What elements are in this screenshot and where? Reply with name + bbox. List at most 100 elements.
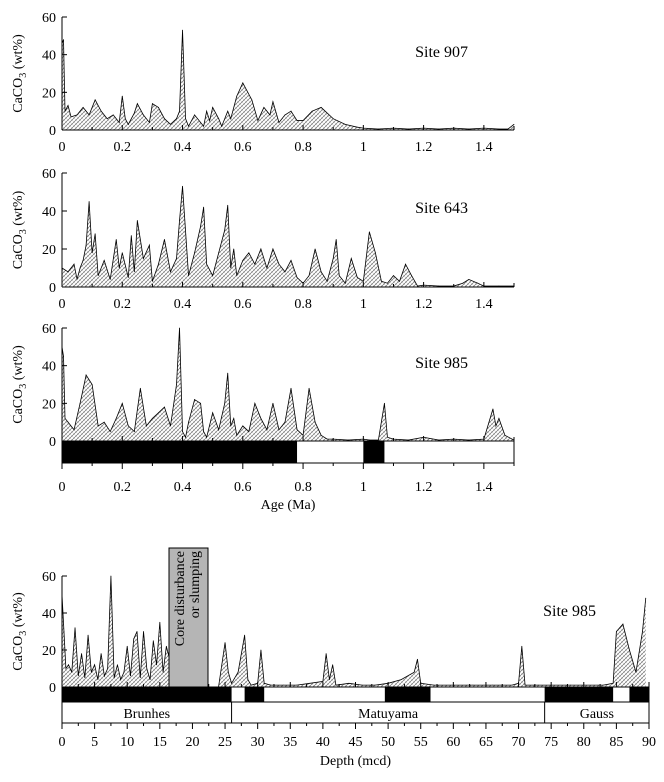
data-point bbox=[227, 204, 229, 206]
data-point bbox=[107, 668, 109, 669]
data-point bbox=[194, 252, 195, 254]
y-tick-label: 20 bbox=[42, 644, 56, 659]
data-point bbox=[76, 114, 78, 116]
data-point bbox=[158, 412, 159, 414]
data-point bbox=[411, 275, 412, 276]
data-point bbox=[236, 434, 238, 436]
data-point bbox=[200, 225, 202, 227]
data-point bbox=[260, 649, 262, 651]
data-point bbox=[106, 118, 108, 120]
data-point bbox=[344, 282, 346, 284]
data-point bbox=[642, 631, 643, 632]
y-tick-label: 20 bbox=[42, 397, 56, 412]
data-point bbox=[117, 664, 118, 666]
data-point bbox=[139, 387, 141, 389]
data-point bbox=[176, 384, 177, 385]
data-point bbox=[296, 429, 298, 431]
data-point bbox=[115, 239, 117, 240]
x-tick-label: 0.8 bbox=[294, 480, 312, 495]
data-point bbox=[393, 275, 394, 276]
data-point bbox=[146, 668, 148, 669]
data-point bbox=[400, 679, 402, 680]
data-point bbox=[348, 682, 350, 684]
data-point bbox=[230, 425, 232, 427]
data-point bbox=[381, 280, 382, 282]
x-tick-label: 35 bbox=[283, 735, 297, 750]
annotation-core-disturbance: Core disturbance or slumping bbox=[168, 547, 209, 688]
data-point bbox=[227, 671, 229, 673]
x-tick-label: 0.6 bbox=[234, 140, 252, 155]
data-point bbox=[152, 103, 153, 105]
data-point bbox=[504, 434, 506, 436]
data-point bbox=[237, 671, 239, 673]
data-point bbox=[88, 114, 90, 116]
x-tick-label: 0.4 bbox=[174, 297, 192, 312]
data-point bbox=[326, 280, 328, 282]
x-tick-label: 50 bbox=[381, 735, 395, 750]
x-tick-label: 25 bbox=[218, 735, 232, 750]
x-tick-label: 0.4 bbox=[174, 480, 192, 495]
data-point bbox=[176, 258, 177, 259]
x-tick-label: 1 bbox=[360, 480, 367, 495]
data-point bbox=[188, 275, 189, 276]
data-point bbox=[152, 640, 154, 642]
data-point bbox=[133, 271, 135, 273]
data-point bbox=[511, 684, 513, 686]
data-point bbox=[73, 429, 75, 431]
chron-label: Matuyama bbox=[358, 707, 419, 722]
data-point bbox=[498, 285, 500, 287]
data-point bbox=[194, 399, 195, 400]
y-tick-label: 20 bbox=[42, 243, 56, 258]
data-point bbox=[332, 664, 334, 666]
data-point bbox=[283, 684, 285, 686]
x-axis-title: Depth (mcd) bbox=[320, 754, 391, 769]
x-tick-label: 0.6 bbox=[234, 480, 252, 495]
data-point bbox=[356, 126, 358, 128]
data-point bbox=[521, 645, 523, 647]
data-point bbox=[368, 439, 370, 441]
x-tick-label: 1.2 bbox=[415, 480, 433, 495]
data-point bbox=[344, 123, 346, 125]
data-point bbox=[221, 125, 223, 127]
data-point bbox=[378, 128, 379, 130]
data-point bbox=[81, 653, 82, 655]
data-point bbox=[477, 282, 479, 284]
data-point bbox=[97, 275, 99, 276]
data-point bbox=[438, 128, 440, 130]
data-point bbox=[79, 402, 81, 404]
data-point bbox=[176, 118, 177, 120]
data-point bbox=[462, 282, 464, 284]
data-point bbox=[158, 107, 159, 108]
charts-layer: 0 20 40 60 CaCO3 (wt%) Site 907 0 0.2 0.4 0.6 0.8 1… bbox=[11, 11, 656, 769]
data-point bbox=[224, 229, 226, 231]
polarity-normal-segment bbox=[629, 687, 649, 702]
y-tick-label: 40 bbox=[42, 607, 56, 622]
data-point bbox=[615, 631, 617, 632]
data-point bbox=[284, 421, 286, 423]
data-point bbox=[387, 282, 388, 284]
data-point bbox=[356, 277, 358, 278]
data-point bbox=[149, 679, 151, 680]
data-point bbox=[236, 95, 238, 97]
x-tick-label: 1 bbox=[360, 297, 367, 312]
x-tick-label: 1.4 bbox=[475, 480, 493, 495]
data-point bbox=[120, 679, 122, 680]
data-point bbox=[260, 248, 262, 250]
data-point bbox=[408, 128, 409, 130]
data-point bbox=[322, 681, 324, 682]
y-tick-label: 60 bbox=[42, 570, 56, 585]
data-point bbox=[194, 114, 195, 116]
x-tick-label: 20 bbox=[185, 735, 199, 750]
data-point bbox=[206, 436, 208, 438]
polarity-normal-segment bbox=[244, 687, 265, 702]
data-point bbox=[143, 631, 144, 632]
polarity-normal-segment bbox=[62, 687, 232, 702]
data-point bbox=[103, 260, 105, 261]
chron-label: Brunhes bbox=[123, 707, 170, 722]
data-point bbox=[91, 384, 93, 385]
data-point bbox=[127, 277, 129, 278]
x-tick-label: 0 bbox=[59, 140, 66, 155]
data-point bbox=[118, 267, 120, 269]
data-point bbox=[110, 575, 112, 577]
data-point bbox=[185, 436, 186, 438]
